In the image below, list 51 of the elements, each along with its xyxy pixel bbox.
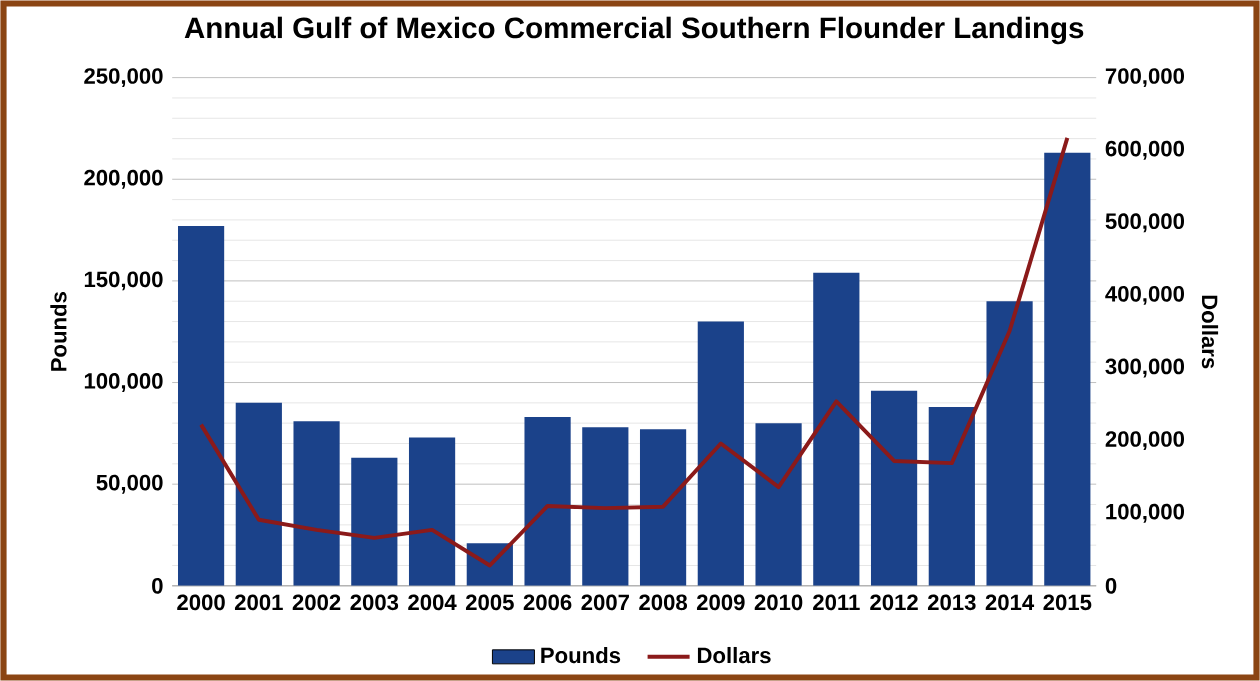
legend-label: Pounds (541, 646, 621, 664)
y-tick-label: 250,000 (84, 68, 163, 88)
bar (351, 457, 398, 586)
bar (986, 301, 1033, 586)
y-tick-label: 50,000 (96, 474, 163, 494)
bar (1044, 152, 1091, 586)
y2-tick-label: 200,000 (1105, 431, 1185, 451)
chart-title: Annual Gulf of Mexico Commercial Southern Flounder Landings (184, 16, 1084, 45)
bar (177, 226, 225, 586)
y-tick-label: 150,000 (84, 271, 163, 291)
x-tick-label: 2011 (813, 594, 860, 611)
y2-tick-label: 700,000 (1105, 68, 1185, 88)
y2-tick-label: 600,000 (1105, 140, 1185, 160)
y2-axis-title: Dollars (1201, 295, 1219, 369)
y2-tick-label: 0 (1105, 577, 1117, 594)
line-series (199, 135, 1070, 568)
y-axis-title: Pounds (50, 292, 67, 371)
y2-tick-label: 100,000 (1106, 503, 1185, 523)
bar (408, 437, 456, 586)
bar (235, 402, 282, 586)
bar (928, 406, 975, 586)
y-tick-label: 0 (152, 577, 163, 594)
x-tick-label: 2004 (408, 594, 457, 611)
bar (813, 272, 860, 586)
x-tick-label: 2009 (696, 594, 745, 611)
bar (870, 390, 918, 586)
x-tick-label: 2003 (350, 594, 399, 611)
bar (755, 423, 802, 586)
y-tick-label: 200,000 (84, 169, 163, 189)
x-tick-label: 2000 (177, 594, 225, 611)
y2-tick-label: 500,000 (1105, 213, 1185, 233)
y2-tick-label: 400,000 (1105, 285, 1185, 305)
bar (582, 427, 629, 586)
x-tick-label: 2002 (292, 594, 341, 611)
x-tick-label: 2010 (754, 594, 803, 611)
bar (697, 321, 744, 586)
x-tick-label: 2001 (234, 594, 283, 611)
x-tick-label: 2006 (523, 594, 572, 611)
x-tick-label: 2008 (639, 594, 688, 611)
bar (293, 421, 340, 586)
x-tick-label: 2012 (870, 594, 918, 611)
bar (639, 429, 687, 586)
legend-label: Dollars (697, 646, 771, 664)
y2-tick-label: 300,000 (1105, 358, 1185, 378)
x-tick-label: 2015 (1043, 594, 1092, 611)
y-tick-label: 100,000 (84, 373, 163, 392)
bar (524, 417, 571, 586)
x-tick-label: 2013 (927, 594, 976, 611)
x-tick-label: 2005 (465, 594, 514, 611)
x-tick-label: 2007 (581, 594, 629, 611)
x-tick-label: 2014 (985, 594, 1035, 611)
